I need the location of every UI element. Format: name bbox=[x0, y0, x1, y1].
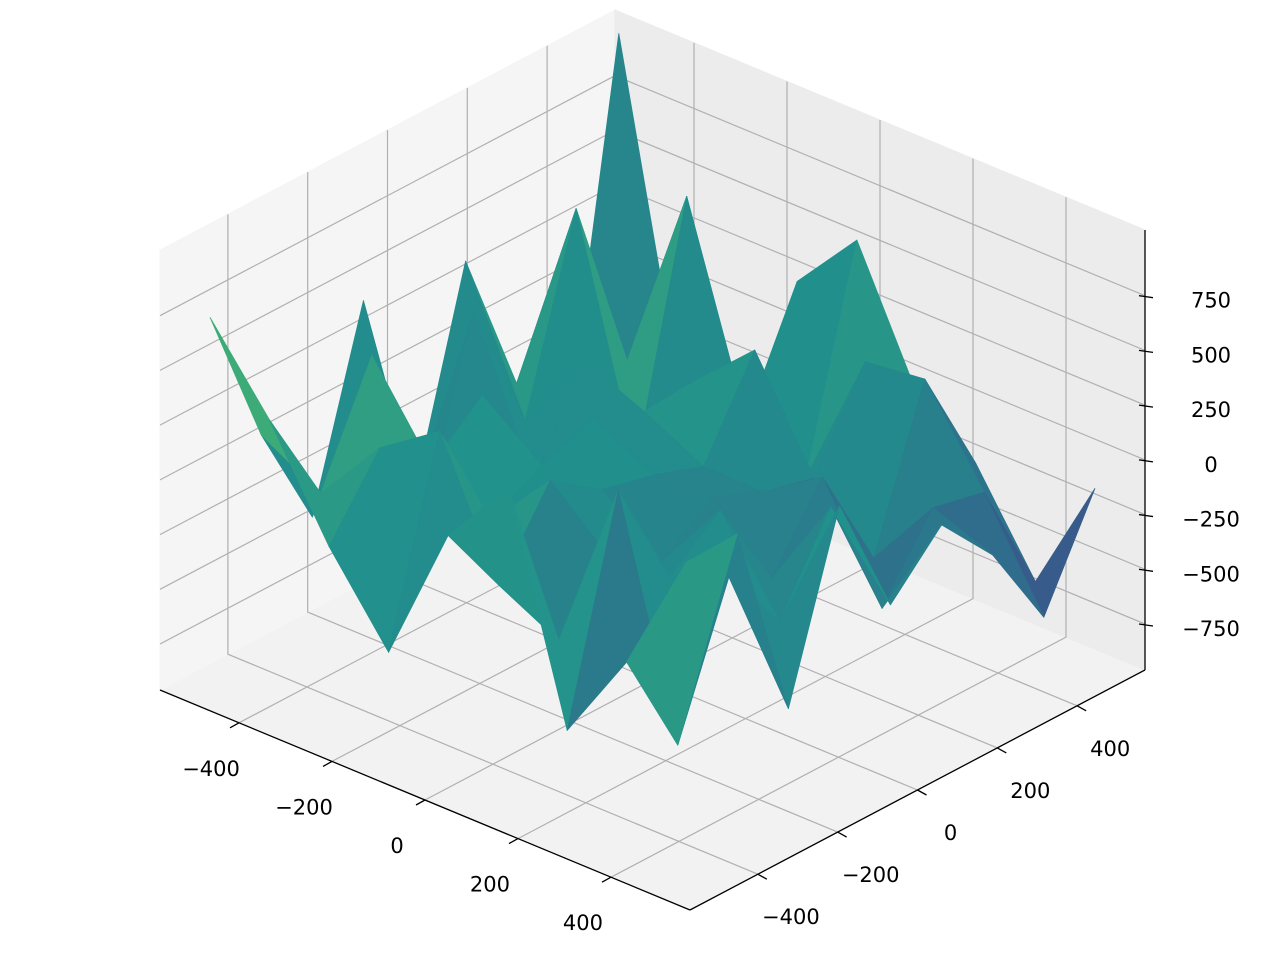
y-tick-label: −400 bbox=[762, 905, 820, 929]
y-tick-label: 400 bbox=[1090, 737, 1130, 761]
y-tick bbox=[917, 789, 927, 796]
surface bbox=[209, 33, 1096, 746]
x-tick bbox=[322, 760, 333, 767]
x-tick bbox=[229, 722, 240, 729]
y-tick-label: 0 bbox=[944, 821, 957, 845]
z-tick-label: 750 bbox=[1191, 289, 1231, 313]
z-tick-label: 250 bbox=[1191, 398, 1231, 422]
x-tick-label: −400 bbox=[182, 757, 240, 781]
z-tick bbox=[1138, 459, 1154, 463]
z-tick bbox=[1138, 513, 1154, 518]
y-tick bbox=[757, 873, 768, 880]
y-grid-line bbox=[307, 172, 838, 833]
x-tick-label: 0 bbox=[390, 834, 403, 858]
y-grid-line bbox=[227, 214, 759, 875]
x-tick bbox=[601, 876, 612, 883]
y-tick-label: −200 bbox=[842, 863, 900, 887]
z-tick-label: 500 bbox=[1191, 343, 1231, 367]
x-tick bbox=[508, 838, 519, 845]
z-tick bbox=[1138, 568, 1154, 572]
x-tick-label: 400 bbox=[563, 911, 603, 935]
z-tick bbox=[1138, 623, 1154, 627]
z-tick bbox=[1138, 295, 1154, 299]
grid bbox=[159, 42, 1146, 878]
z-tick-label: −250 bbox=[1182, 508, 1240, 532]
z-tick-label: −500 bbox=[1182, 562, 1240, 586]
x-grid-line bbox=[610, 197, 1067, 878]
x-tick-label: −200 bbox=[275, 795, 333, 819]
x-tick bbox=[415, 799, 426, 806]
y-tick bbox=[997, 747, 1007, 754]
z-tick bbox=[1138, 404, 1154, 408]
axes: −400 −200 0 200 400 −400 −200 0 200 400 −750 −500 −2… bbox=[159, 230, 1240, 935]
surface-face bbox=[626, 533, 738, 746]
y-tick bbox=[1076, 705, 1087, 712]
z-tick-label: −750 bbox=[1182, 617, 1240, 641]
y-tick bbox=[837, 831, 847, 838]
z-tick bbox=[1138, 349, 1154, 354]
y-tick-label: 200 bbox=[1010, 779, 1050, 803]
z-tick-label: 0 bbox=[1204, 453, 1217, 477]
x-grid-line bbox=[517, 158, 974, 840]
x-tick-label: 200 bbox=[470, 873, 510, 897]
